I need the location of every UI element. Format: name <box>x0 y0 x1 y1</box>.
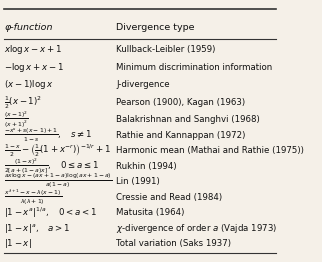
Text: $\frac{-x^s + s(x-1)+1}{1-s},\quad s\neq 1$: $\frac{-x^s + s(x-1)+1}{1-s},\quad s\neq… <box>4 127 92 144</box>
Text: $\chi$-divergence of order $a$ (Vajda 1973): $\chi$-divergence of order $a$ (Vajda 19… <box>117 222 278 235</box>
Text: $\frac{(x-1)^2}{(x+1)^2}$: $\frac{(x-1)^2}{(x+1)^2}$ <box>4 109 29 130</box>
Text: Cressie and Read (1984): Cressie and Read (1984) <box>117 193 223 202</box>
Text: $\frac{1}{2}(x-1)^2$: $\frac{1}{2}(x-1)^2$ <box>4 94 43 111</box>
Text: Minimum discrimination information: Minimum discrimination information <box>117 63 273 72</box>
Text: Divergence type: Divergence type <box>117 23 195 32</box>
Text: $\frac{ax\log x-(ax+1-a)\log(ax+1-a)}{a(1-a)}$: $\frac{ax\log x-(ax+1-a)\log(ax+1-a)}{a(… <box>4 172 112 192</box>
Text: Matusita (1964): Matusita (1964) <box>117 208 185 217</box>
Text: $\frac{x^{\lambda+1} - x - \lambda(x-1)}{\lambda(\lambda+1)}$: $\frac{x^{\lambda+1} - x - \lambda(x-1)}… <box>4 188 62 207</box>
Text: J-divergence: J-divergence <box>117 80 170 89</box>
Text: Harmonic mean (Mathai and Rathie (1975)): Harmonic mean (Mathai and Rathie (1975)) <box>117 146 304 155</box>
Text: Balakrishnan and Sanghvi (1968): Balakrishnan and Sanghvi (1968) <box>117 115 260 124</box>
Text: Rukhin (1994): Rukhin (1994) <box>117 162 177 171</box>
Text: $-\log x + x - 1$: $-\log x + x - 1$ <box>4 61 64 74</box>
Text: Pearson (1900), Kagan (1963): Pearson (1900), Kagan (1963) <box>117 98 246 107</box>
Text: Rathie and Kannappan (1972): Rathie and Kannappan (1972) <box>117 131 246 140</box>
Text: $|1-x|^a,\quad a>1$: $|1-x|^a,\quad a>1$ <box>4 222 71 235</box>
Text: Kullback-Leibler (1959): Kullback-Leibler (1959) <box>117 45 216 54</box>
Text: $(x-1)\log x$: $(x-1)\log x$ <box>4 78 54 91</box>
Text: $\frac{(1-x)^2}{2[a+(1-a)x]},\quad 0\leq a\leq 1$: $\frac{(1-x)^2}{2[a+(1-a)x]},\quad 0\leq… <box>4 156 99 176</box>
Text: Lin (1991): Lin (1991) <box>117 177 160 186</box>
Text: $\frac{1-x}{2} - \left(\frac{1}{2}(1+x^{-r})\right)^{-1/r} + 1$: $\frac{1-x}{2} - \left(\frac{1}{2}(1+x^{… <box>4 143 111 159</box>
Text: $|1-x^a|^{1/a},\quad 0<a<1$: $|1-x^a|^{1/a},\quad 0<a<1$ <box>4 206 97 220</box>
Text: Total variation (Saks 1937): Total variation (Saks 1937) <box>117 239 232 248</box>
Text: $|1-x|$: $|1-x|$ <box>4 237 32 250</box>
Text: $x \log x - x + 1$: $x \log x - x + 1$ <box>4 43 62 56</box>
Text: φ-function: φ-function <box>4 23 53 32</box>
